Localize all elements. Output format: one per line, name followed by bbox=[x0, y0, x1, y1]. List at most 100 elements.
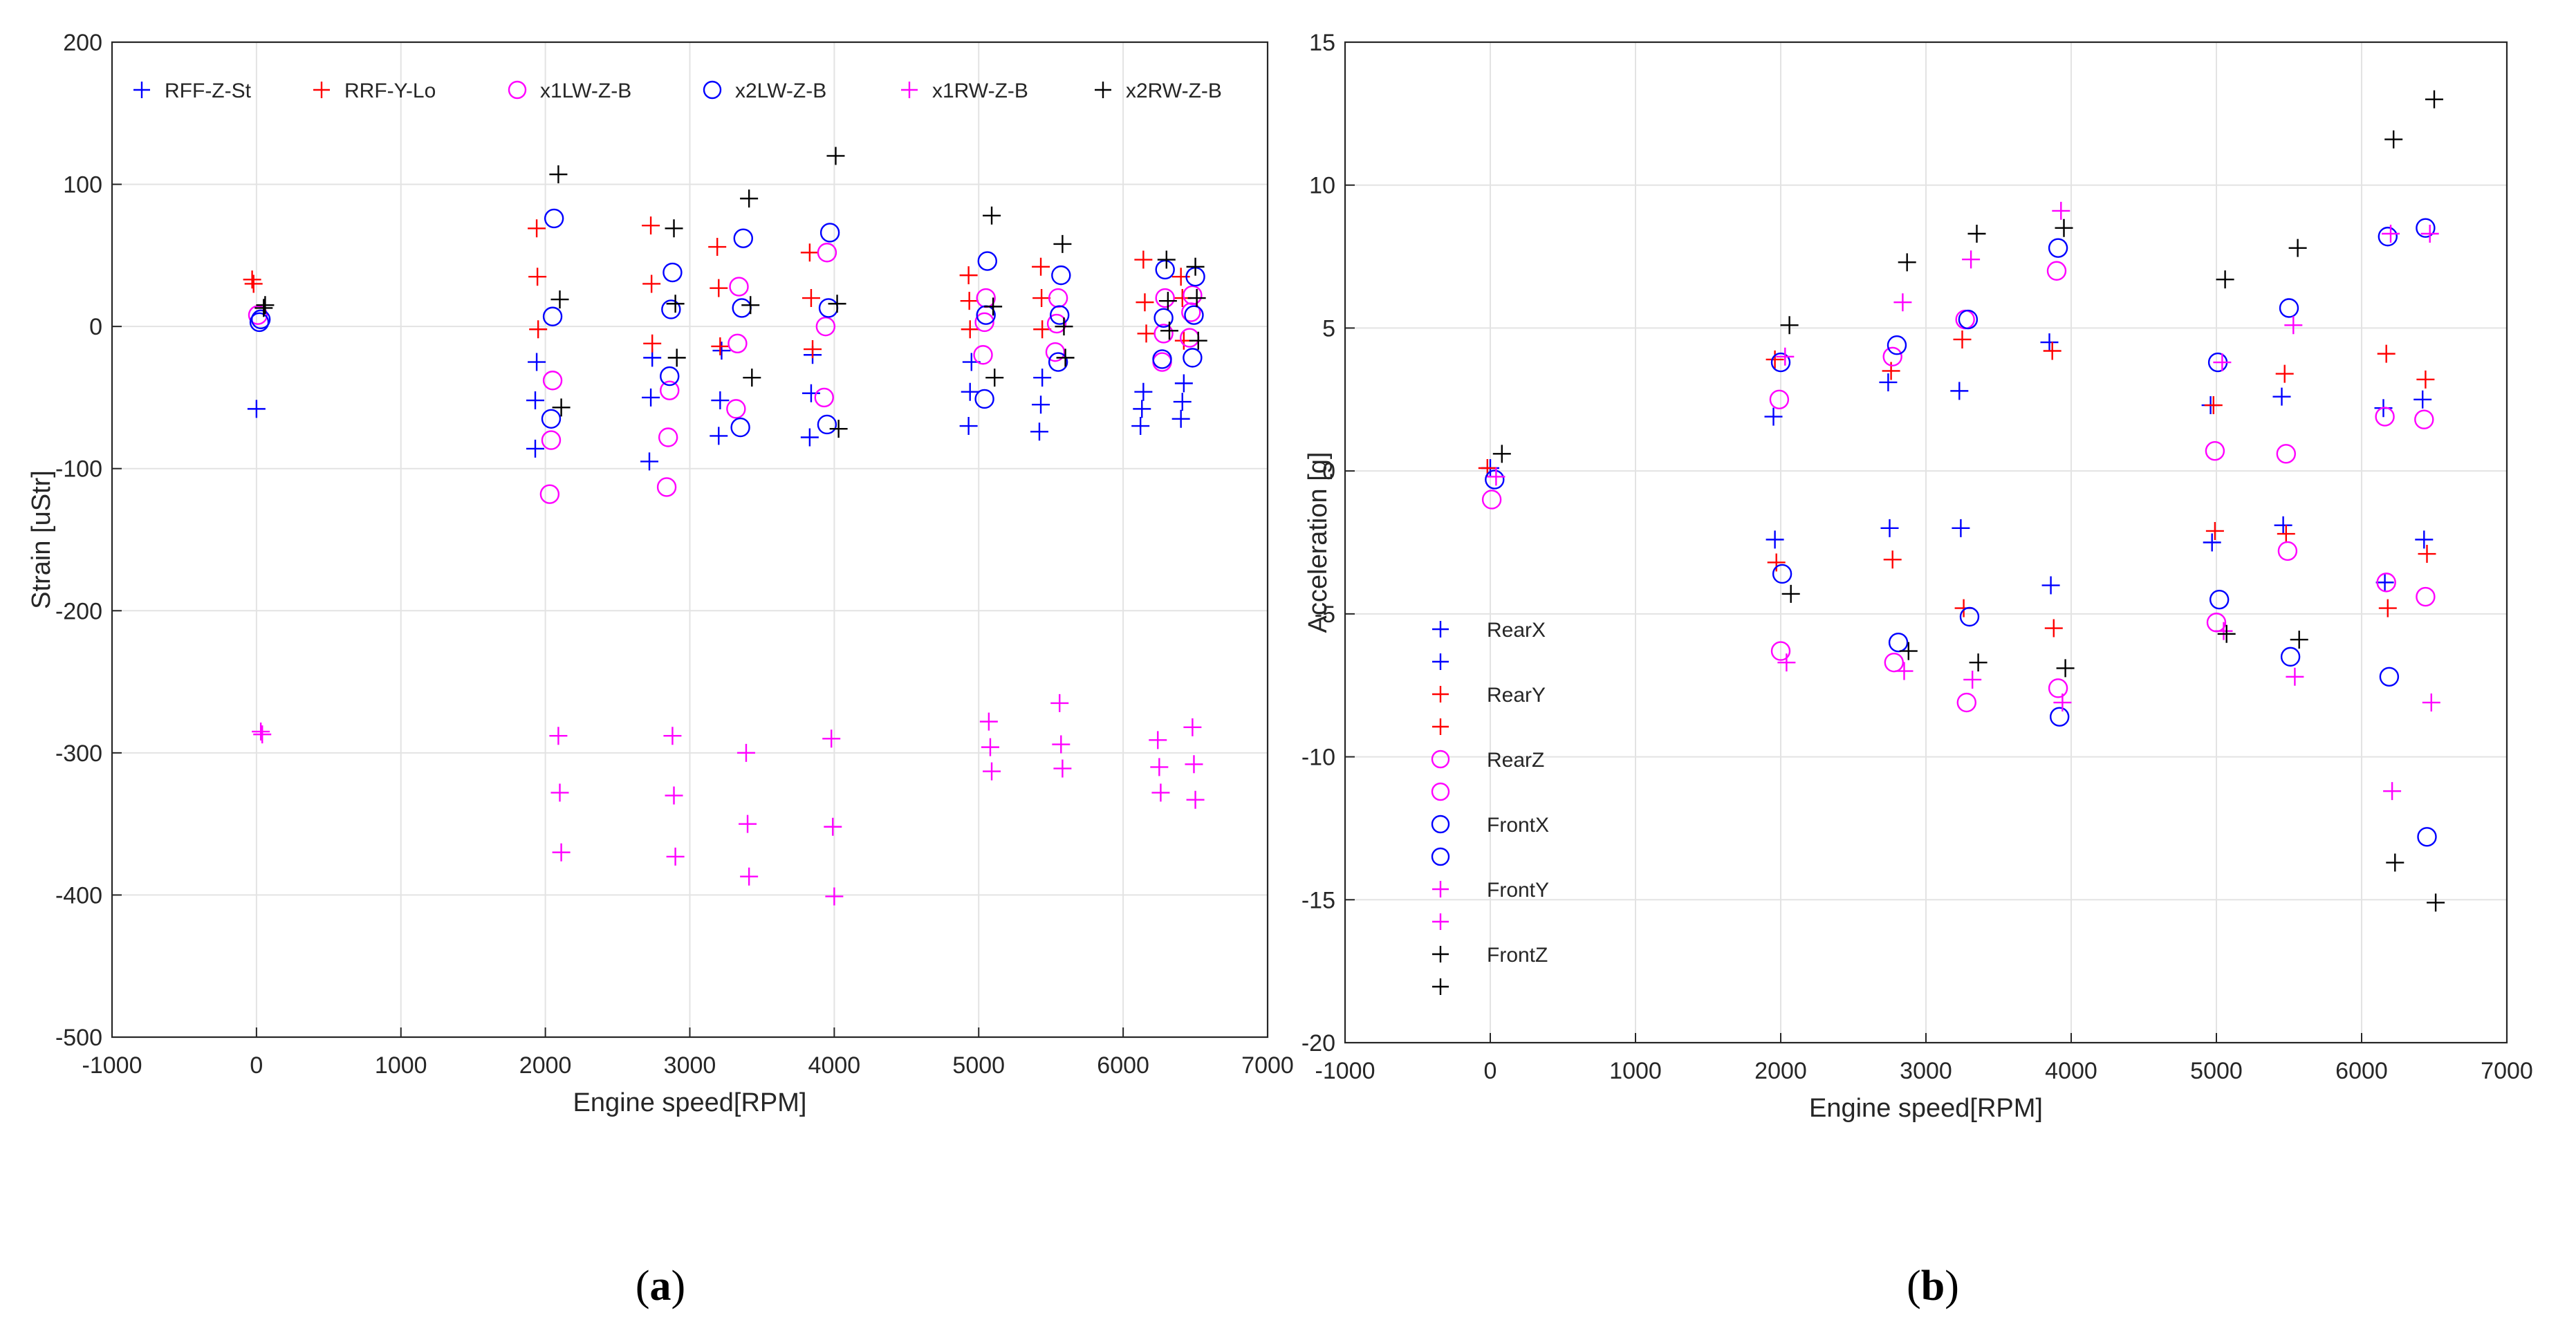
data-point bbox=[2043, 342, 2061, 360]
data-point bbox=[2052, 201, 2070, 220]
data-point bbox=[2378, 599, 2397, 617]
data-point bbox=[253, 725, 272, 744]
data-point bbox=[2216, 270, 2234, 289]
data-point bbox=[2420, 224, 2439, 243]
data-point bbox=[660, 366, 680, 387]
data-point bbox=[800, 428, 819, 447]
data-point bbox=[710, 427, 728, 445]
data-point bbox=[250, 309, 271, 330]
data-point bbox=[817, 243, 837, 263]
legend-label: RRF-Y-Lo bbox=[344, 80, 436, 102]
y-axis-label: Strain [uStr] bbox=[27, 470, 56, 609]
legend-marker bbox=[1432, 718, 1449, 735]
x-tick-label: 7000 bbox=[1241, 1052, 1294, 1079]
data-point bbox=[2286, 667, 2304, 686]
data-point bbox=[2056, 659, 2075, 678]
data-point bbox=[1766, 530, 1784, 549]
data-point bbox=[2274, 516, 2292, 534]
data-point bbox=[243, 270, 261, 289]
series-rff-z-st bbox=[247, 342, 1193, 471]
acceleration-chart: -1000 0 1000 2000 3000 4000 5000 6000 7000 -20 -15… bbox=[1301, 30, 2533, 1310]
data-point bbox=[528, 219, 546, 238]
data-point bbox=[961, 320, 979, 339]
data-point bbox=[1953, 330, 1972, 348]
data-point bbox=[741, 296, 760, 315]
data-point bbox=[2277, 525, 2295, 543]
data-point bbox=[2055, 218, 2073, 237]
data-point bbox=[1895, 662, 1914, 680]
data-point bbox=[1883, 550, 1902, 569]
data-point bbox=[542, 306, 563, 326]
data-point bbox=[2378, 226, 2398, 247]
data-point bbox=[2044, 619, 2063, 637]
x-tick-label: 4000 bbox=[2045, 1058, 2097, 1084]
data-point bbox=[1045, 342, 1066, 362]
x-tick-label: 0 bbox=[250, 1052, 263, 1079]
data-point bbox=[2375, 407, 2395, 427]
data-point bbox=[743, 369, 761, 387]
data-point bbox=[1764, 407, 1783, 426]
data-point bbox=[1963, 670, 1982, 689]
x-tick-label: 6000 bbox=[1097, 1052, 1149, 1079]
legend-marker bbox=[1432, 621, 1449, 637]
data-point bbox=[1485, 469, 1505, 490]
data-point bbox=[667, 348, 686, 367]
data-point bbox=[662, 262, 683, 283]
legend-marker bbox=[133, 82, 150, 98]
data-point bbox=[817, 414, 837, 435]
data-point bbox=[1187, 289, 1206, 308]
data-point bbox=[1879, 373, 1898, 391]
legend-marker bbox=[1432, 653, 1449, 670]
data-point bbox=[1780, 316, 1799, 335]
data-point bbox=[1772, 564, 1792, 584]
y-tick-label: -200 bbox=[55, 598, 102, 624]
data-point bbox=[643, 334, 662, 353]
data-point bbox=[2416, 370, 2435, 389]
x-tick-label: 4000 bbox=[808, 1052, 861, 1079]
data-point bbox=[1967, 224, 1986, 243]
data-point bbox=[1487, 467, 1505, 486]
data-point bbox=[2040, 333, 2059, 352]
data-point bbox=[1882, 346, 1902, 366]
data-point bbox=[1033, 320, 1052, 339]
data-point bbox=[1032, 257, 1050, 276]
data-point bbox=[1153, 308, 1174, 328]
data-point bbox=[2272, 387, 2291, 406]
data-point bbox=[804, 340, 822, 359]
data-point bbox=[666, 295, 685, 313]
data-point bbox=[711, 391, 730, 410]
data-point bbox=[2276, 444, 2297, 464]
data-point bbox=[1155, 288, 1175, 308]
y-tick-label: -5 bbox=[1315, 602, 1335, 628]
data-point bbox=[665, 786, 683, 805]
data-point bbox=[1184, 305, 1204, 325]
data-point bbox=[2377, 344, 2396, 363]
legend-label: x1LW-Z-B bbox=[540, 80, 631, 102]
data-point bbox=[254, 299, 273, 317]
data-point bbox=[550, 783, 569, 802]
data-point bbox=[1149, 731, 1167, 750]
data-point bbox=[2049, 707, 2070, 727]
data-point bbox=[2416, 586, 2436, 607]
x-tick-label: 7000 bbox=[2481, 1058, 2533, 1084]
data-point bbox=[1952, 519, 1970, 537]
data-point bbox=[708, 238, 727, 257]
y-tick-label: -10 bbox=[1301, 745, 1335, 771]
data-point bbox=[961, 382, 979, 401]
data-point bbox=[1152, 349, 1172, 369]
data-point bbox=[981, 738, 999, 756]
data-point bbox=[2280, 646, 2301, 667]
data-point bbox=[824, 817, 842, 836]
y-tick-label: 5 bbox=[1322, 315, 1335, 342]
data-point bbox=[1050, 694, 1069, 712]
series-rearz bbox=[1481, 261, 2436, 713]
data-point bbox=[1183, 348, 1203, 368]
data-point bbox=[1880, 519, 1899, 537]
series-rrf-y-lo bbox=[243, 216, 1193, 359]
data-point bbox=[2205, 521, 2224, 540]
data-point bbox=[2376, 573, 2396, 593]
data-point bbox=[983, 762, 1001, 781]
data-point bbox=[979, 712, 998, 731]
data-point bbox=[526, 439, 545, 458]
data-point bbox=[815, 316, 836, 337]
